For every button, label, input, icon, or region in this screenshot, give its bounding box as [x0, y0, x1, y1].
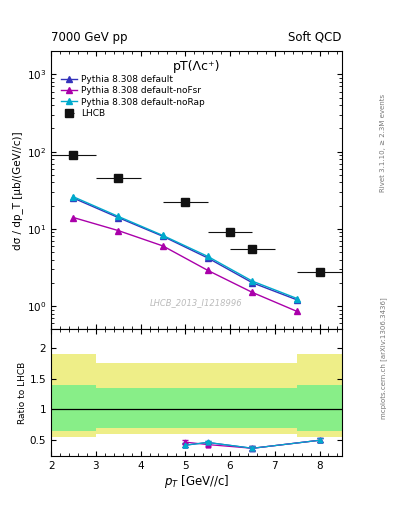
- Text: 7000 GeV pp: 7000 GeV pp: [51, 31, 128, 44]
- Pythia 8.308 default-noFsr: [295, 308, 299, 314]
- Pythia 8.308 default-noFsr: [161, 243, 165, 249]
- Pythia 8.308 default-noRap: [161, 232, 165, 239]
- Text: pT(Λc⁺): pT(Λc⁺): [173, 59, 220, 73]
- Pythia 8.308 default-noRap: [116, 214, 121, 220]
- Pythia 8.308 default: [161, 233, 165, 240]
- Pythia 8.308 default: [295, 297, 299, 303]
- Text: mcplots.cern.ch [arXiv:1306.3436]: mcplots.cern.ch [arXiv:1306.3436]: [380, 297, 387, 419]
- Line: Pythia 8.308 default: Pythia 8.308 default: [70, 195, 300, 303]
- Text: LHCB_2013_I1218996: LHCB_2013_I1218996: [150, 298, 243, 307]
- X-axis label: $p_T$ [GeV//c]: $p_T$ [GeV//c]: [164, 473, 229, 490]
- Pythia 8.308 default: [116, 215, 121, 221]
- Text: Rivet 3.1.10, ≥ 2.3M events: Rivet 3.1.10, ≥ 2.3M events: [380, 94, 386, 193]
- Text: Soft QCD: Soft QCD: [288, 31, 342, 44]
- Pythia 8.308 default-noRap: [295, 295, 299, 302]
- Line: Pythia 8.308 default-noFsr: Pythia 8.308 default-noFsr: [70, 215, 300, 314]
- Line: Pythia 8.308 default-noRap: Pythia 8.308 default-noRap: [70, 194, 300, 302]
- Pythia 8.308 default-noFsr: [71, 215, 76, 221]
- Pythia 8.308 default-noRap: [250, 278, 255, 284]
- Pythia 8.308 default-noRap: [205, 253, 210, 260]
- Pythia 8.308 default-noRap: [71, 194, 76, 200]
- Y-axis label: dσ / dp_T [μb/(GeV//c)]: dσ / dp_T [μb/(GeV//c)]: [12, 131, 23, 249]
- Pythia 8.308 default-noFsr: [250, 289, 255, 295]
- Pythia 8.308 default: [71, 195, 76, 201]
- Pythia 8.308 default: [250, 280, 255, 286]
- Y-axis label: Ratio to LHCB: Ratio to LHCB: [18, 361, 27, 423]
- Pythia 8.308 default-noFsr: [205, 267, 210, 273]
- Pythia 8.308 default: [205, 255, 210, 261]
- Pythia 8.308 default-noFsr: [116, 227, 121, 233]
- Legend: Pythia 8.308 default, Pythia 8.308 default-noFsr, Pythia 8.308 default-noRap, LH: Pythia 8.308 default, Pythia 8.308 defau…: [59, 72, 208, 121]
